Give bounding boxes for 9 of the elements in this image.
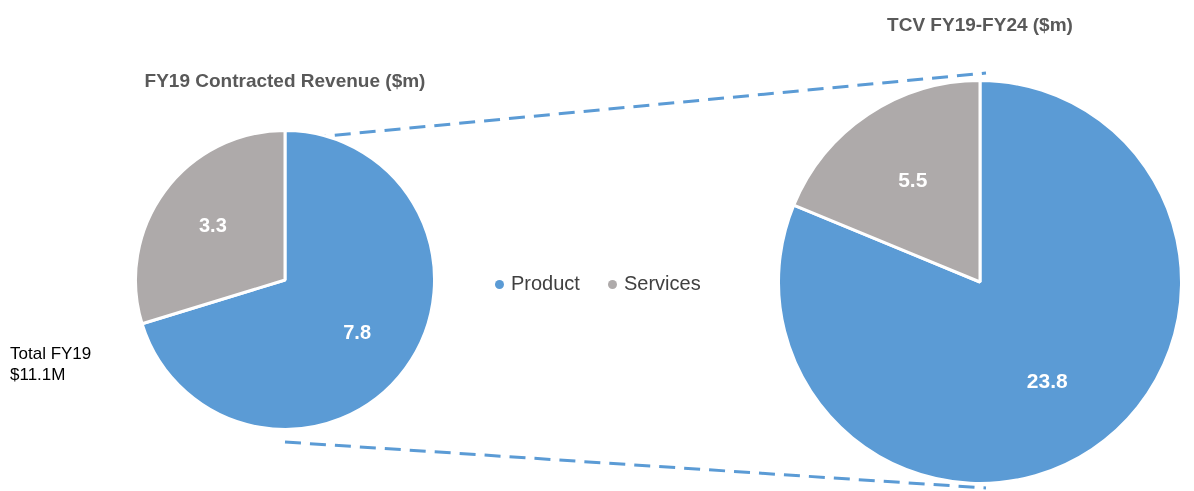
data-label: 5.5: [898, 168, 928, 192]
chart-title: TCV FY19-FY24 ($m): [886, 14, 1074, 36]
data-label: 23.8: [1026, 369, 1068, 393]
chart-title: FY19 Contracted Revenue ($m): [143, 70, 427, 92]
legend-label: Product: [510, 272, 580, 295]
data-label: 3.3: [198, 214, 227, 237]
text: Total FY19 $11.1M: [10, 343, 92, 385]
data-label: 7.8: [343, 320, 372, 343]
legend-label: Services: [622, 272, 701, 295]
